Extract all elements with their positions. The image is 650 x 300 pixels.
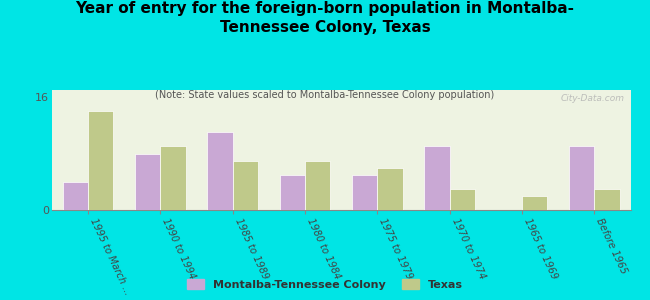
- Text: (Note: State values scaled to Montalba-Tennessee Colony population): (Note: State values scaled to Montalba-T…: [155, 90, 495, 100]
- Bar: [424, 146, 450, 210]
- Bar: [280, 175, 305, 210]
- Bar: [161, 146, 186, 210]
- Bar: [305, 160, 330, 210]
- Text: City-Data.com: City-Data.com: [561, 94, 625, 103]
- Bar: [88, 111, 114, 210]
- Bar: [450, 189, 475, 210]
- Bar: [233, 160, 258, 210]
- Bar: [569, 146, 594, 210]
- Bar: [63, 182, 88, 210]
- Bar: [352, 175, 378, 210]
- Bar: [378, 168, 403, 210]
- Bar: [135, 154, 161, 210]
- Legend: Montalba-Tennessee Colony, Texas: Montalba-Tennessee Colony, Texas: [183, 275, 467, 294]
- Bar: [207, 132, 233, 210]
- Text: Year of entry for the foreign-born population in Montalba-
Tennessee Colony, Tex: Year of entry for the foreign-born popul…: [75, 2, 575, 35]
- Bar: [594, 189, 619, 210]
- Bar: [522, 196, 547, 210]
